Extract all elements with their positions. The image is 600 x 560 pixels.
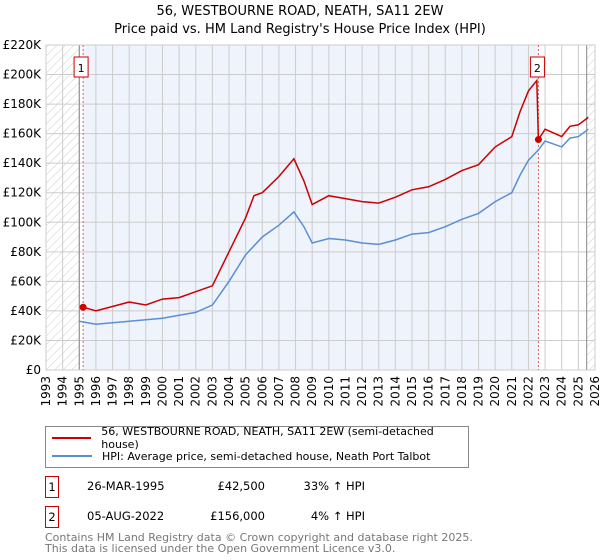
y-tick-label: £40K [10,304,42,318]
sale-point [79,303,87,311]
x-tick-label: 2021 [505,376,519,407]
x-tick-label: 2012 [355,376,369,407]
x-tick-label: 2016 [422,376,436,407]
legend-label: 56, WESTBOURNE ROAD, NEATH, SA11 2EW (se… [101,425,434,451]
legend-swatch-red [52,437,92,439]
x-tick-label: 2011 [338,376,352,407]
y-tick-label: £60K [10,274,42,288]
y-tick-label: £120K [3,186,43,200]
hpi-line [79,128,589,325]
x-tick-label: 1998 [122,376,136,407]
y-tick-label: £160K [3,127,43,141]
sale-row: 2 05-AUG-2022 £156,000 4% ↑ HPI [45,506,445,528]
x-tick-label: 1996 [89,376,103,407]
x-tick-label: 2014 [388,376,402,407]
sale-marker-box [529,56,545,78]
y-tick-label: £100K [3,215,43,229]
sale-date: 05-AUG-2022 [87,509,165,523]
x-tick-label: 2002 [189,376,203,407]
hatched-region-post [586,45,595,370]
plot-border [45,44,596,371]
x-tick-label: 2024 [555,376,569,407]
x-tick-label: 1993 [39,376,53,407]
sale-price: £42,500 [217,479,265,493]
x-tick-label: 2023 [538,376,552,407]
y-tick-label: £200K [3,68,43,82]
x-tick-label: 2005 [239,376,253,407]
sale-marker-label: 2 [534,62,541,75]
y-tick-label: £80K [10,245,42,259]
sale-hpi: 33% ↑ HPI [303,479,365,493]
plot-area: £0 £20K £40K £60K £80K £100K £120K £140K £160K £1… [3,38,600,407]
property-price-line [82,78,589,312]
y-tick-label: £180K [3,97,43,111]
x-tick-label: 1997 [106,376,120,407]
sale-hpi: 4% ↑ HPI [310,509,365,523]
sale-point [534,136,542,144]
x-tick-label: 2020 [488,376,502,407]
x-tick-label: 2008 [289,376,303,407]
sale-marker-box [73,56,89,78]
chart-subtitle: Price paid vs. HM Land Registry's House … [114,22,486,37]
x-tick-label: 2010 [322,376,336,407]
footer-line: This data is licensed under the Open Gov… [45,542,396,555]
sale-marker-label: 2 [45,506,59,528]
legend-swatch-blue [52,455,92,457]
x-tick-label: 2025 [571,376,585,407]
x-tick-label: 2004 [222,376,236,407]
sale-date: 26-MAR-1995 [87,479,165,493]
legend-label: HPI: Average price, semi-detached house,… [102,449,431,463]
x-tick-label: 1995 [72,376,86,407]
x-tick-label: 2007 [272,376,286,407]
chart-title: 56, WESTBOURNE ROAD, NEATH, SA11 2EW [156,4,444,19]
footer-line: Contains HM Land Registry data © Crown c… [45,531,473,544]
legend: 56, WESTBOURNE ROAD, NEATH, SA11 2EW (se… [45,425,469,468]
x-tick-label: 1994 [56,376,70,407]
x-tick-label: 1999 [139,376,153,407]
y-tick-label: £220K [3,38,43,52]
y-tick-label: £20K [10,333,42,347]
x-tick-label: 2003 [205,376,219,407]
x-tick-label: 2015 [405,376,419,407]
legend-item-hpi: HPI: Average price, semi-detached house,… [52,448,430,464]
x-tick-label: 2018 [455,376,469,407]
footer: Contains HM Land Registry data © Crown c… [45,532,473,554]
y-tick-label: £140K [3,156,43,170]
sale-row: 1 26-MAR-1995 £42,500 33% ↑ HPI [45,476,445,498]
ownership-shading [83,45,539,370]
x-tick-label: 2013 [372,376,386,407]
sale-marker-label: 1 [78,62,85,75]
x-tick-label: 2009 [305,376,319,407]
x-tick-label: 2001 [172,376,186,407]
x-tick-label: 2006 [255,376,269,407]
x-tick-label: 2000 [155,376,169,407]
x-tick-label: 2022 [521,376,535,407]
legend-item-property: 56, WESTBOURNE ROAD, NEATH, SA11 2EW (se… [52,425,468,451]
x-tick-label: 2026 [588,376,600,407]
x-tick-label: 2019 [472,376,486,407]
x-tick-label: 2017 [438,376,452,407]
y-tick-label: £0 [26,363,41,377]
sale-price: £156,000 [210,509,265,523]
sale-marker-label: 1 [45,476,59,498]
